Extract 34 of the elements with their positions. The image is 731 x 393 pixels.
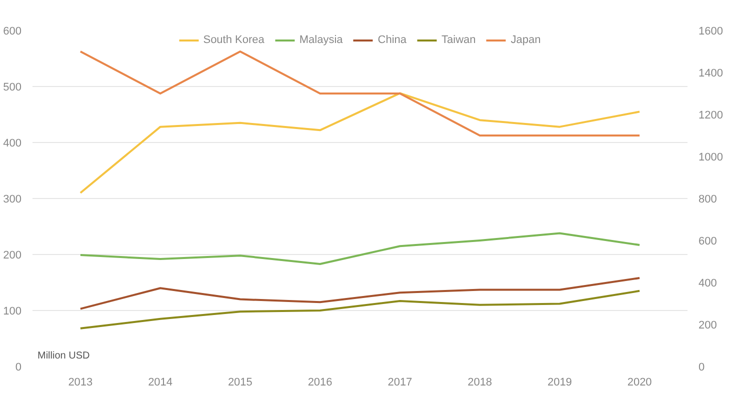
x-tick-label: 2016	[308, 376, 332, 388]
y-tick-label: 300	[3, 194, 22, 206]
y2-tick-label: 200	[698, 320, 717, 332]
y2-tick-label: 1400	[698, 68, 723, 80]
line-series	[79, 290, 641, 330]
y-tick-label: 0	[15, 362, 22, 374]
x-tick-label: 2014	[148, 376, 173, 388]
y2-tick-label: 800	[698, 194, 717, 206]
x-tick-label: 2017	[388, 376, 412, 388]
y2-tick-label: 1600	[698, 26, 723, 38]
x-tick-label: 2013	[68, 376, 93, 388]
line-series	[79, 232, 641, 266]
y2-tick-label: 0	[698, 362, 705, 374]
line-series	[79, 277, 641, 310]
y-tick-label: 400	[3, 138, 22, 150]
x-tick-label: 2019	[547, 376, 572, 388]
y2-tick-label: 1200	[698, 110, 723, 122]
y-tick-label: 200	[3, 250, 22, 262]
y2-tick-label: 1000	[698, 152, 723, 164]
legend-label: South Korea	[203, 34, 264, 46]
y-tick-label: 600	[3, 26, 22, 38]
y-tick-label: 500	[3, 82, 22, 94]
y2-tick-label: 600	[698, 236, 717, 248]
line-series	[79, 92, 641, 194]
x-tick-label: 2018	[468, 376, 492, 388]
y2-tick-label: 400	[698, 278, 717, 290]
legend-label: Taiwan	[442, 34, 476, 46]
y-axis-title: Million USD	[38, 350, 90, 362]
legend-label: Japan	[510, 34, 541, 46]
legend-label: China	[378, 34, 407, 46]
legend-label: Malaysia	[299, 34, 343, 46]
x-tick-label: 2015	[228, 376, 252, 388]
y-tick-label: 100	[3, 306, 22, 318]
x-tick-label: 2020	[627, 376, 652, 388]
